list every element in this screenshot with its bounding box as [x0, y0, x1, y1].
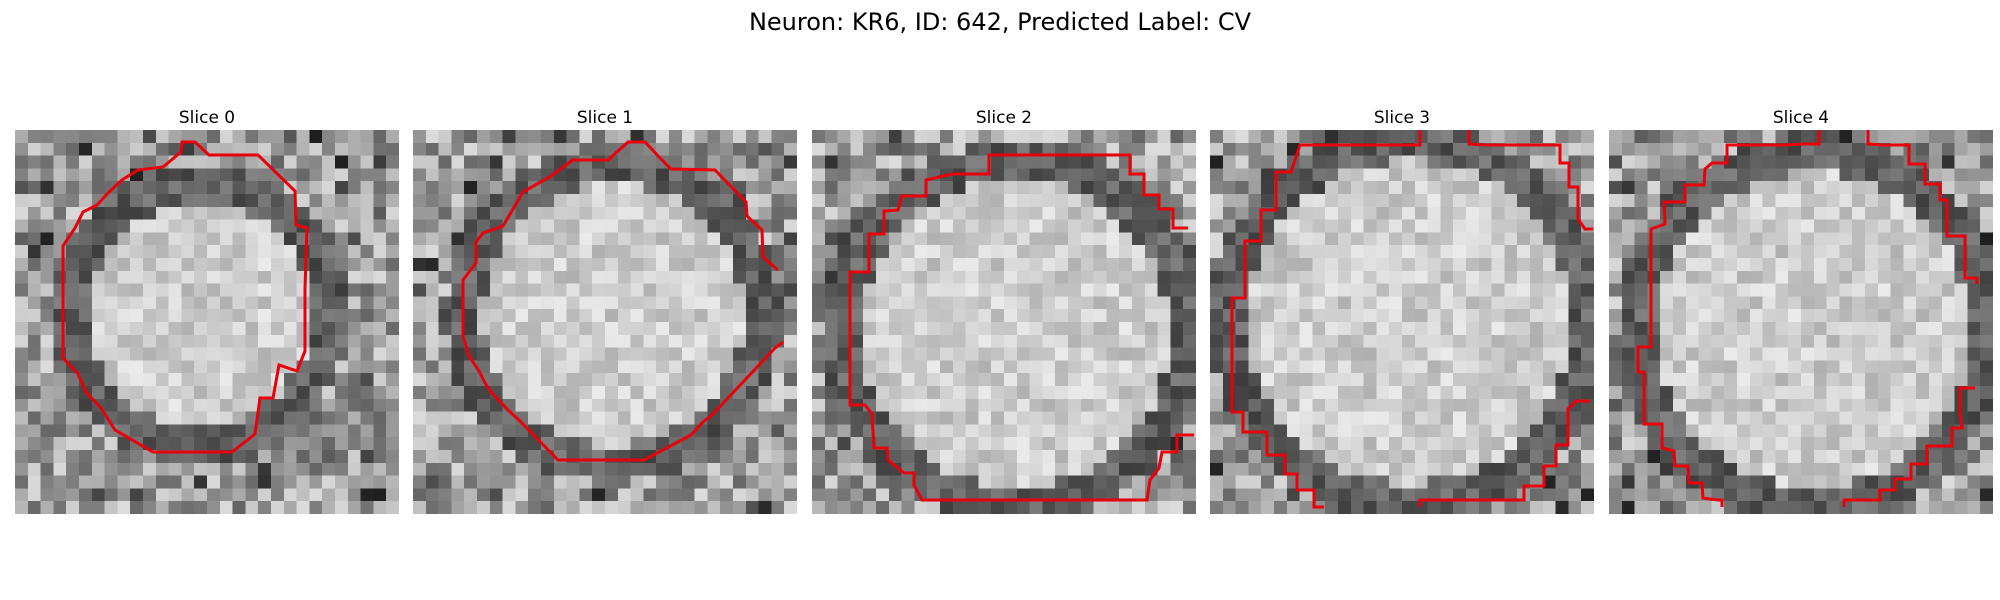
em-slice-image	[15, 130, 399, 514]
slice-title: Slice 4	[1772, 108, 1830, 128]
slice-panel-2: Slice 2	[812, 106, 1196, 514]
slice-title: Slice 0	[178, 108, 236, 128]
contour-outline	[461, 140, 784, 462]
slice-panel-3: Slice 3	[1210, 106, 1594, 514]
contour-outline	[61, 140, 309, 454]
em-slice-image	[413, 130, 797, 514]
slice-title: Slice 3	[1373, 108, 1431, 128]
slice-panel-1: Slice 1	[413, 106, 797, 514]
figure-title: Neuron: KR6, ID: 642, Predicted Label: C…	[748, 8, 1252, 36]
slice-panel-0: Slice 0	[15, 106, 399, 514]
contour-outline	[848, 153, 1194, 502]
contour-outline	[1230, 130, 1593, 509]
slice-title: Slice 1	[576, 108, 634, 128]
em-slice-image	[812, 130, 1196, 514]
slice-title: Slice 2	[975, 108, 1033, 128]
slice-panel-4: Slice 4	[1609, 106, 1993, 514]
em-slice-image	[1210, 130, 1594, 514]
contour-outline	[1636, 130, 1979, 507]
